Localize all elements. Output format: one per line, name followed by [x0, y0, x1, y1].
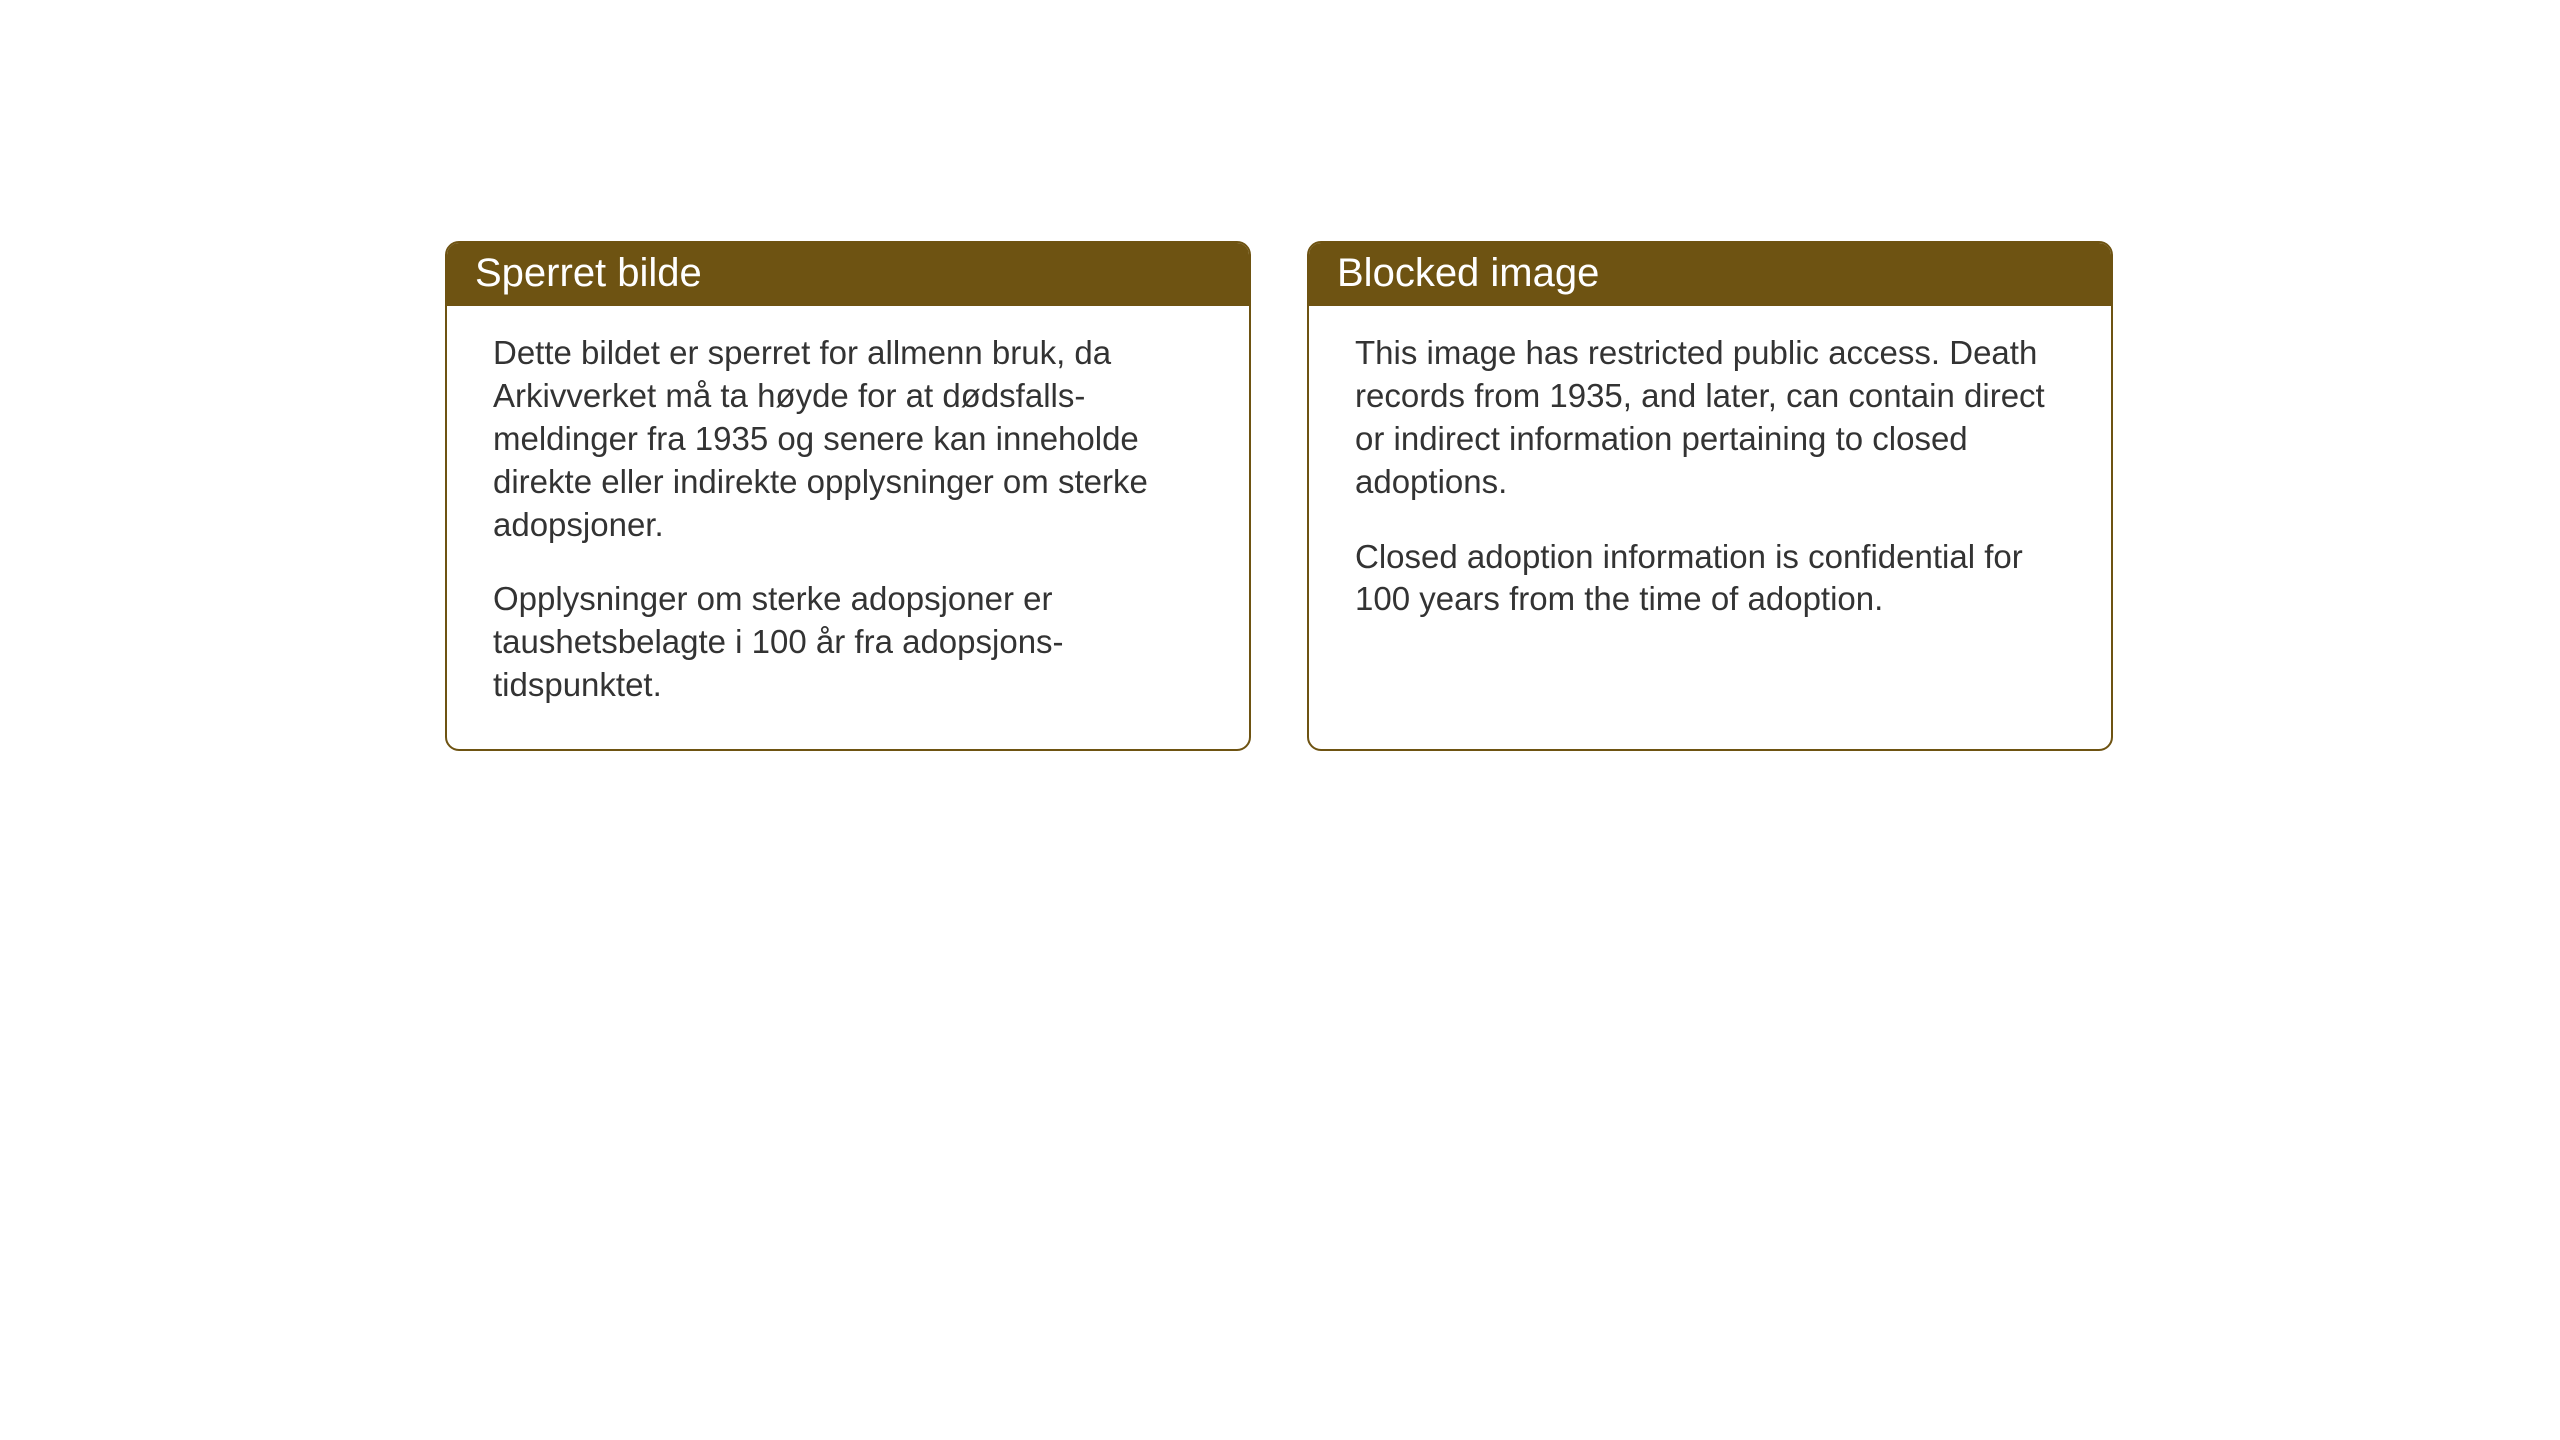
norwegian-paragraph-2: Opplysninger om sterke adopsjoner er tau…	[493, 578, 1203, 707]
notice-cards-container: Sperret bilde Dette bildet er sperret fo…	[445, 241, 2113, 751]
english-card-header: Blocked image	[1309, 243, 2111, 306]
norwegian-card-title: Sperret bilde	[475, 251, 702, 295]
english-paragraph-2: Closed adoption information is confident…	[1355, 536, 2065, 622]
english-notice-card: Blocked image This image has restricted …	[1307, 241, 2113, 751]
norwegian-card-header: Sperret bilde	[447, 243, 1249, 306]
english-card-title: Blocked image	[1337, 251, 1599, 295]
norwegian-paragraph-1: Dette bildet er sperret for allmenn bruk…	[493, 332, 1203, 546]
norwegian-card-body: Dette bildet er sperret for allmenn bruk…	[447, 306, 1249, 743]
english-paragraph-1: This image has restricted public access.…	[1355, 332, 2065, 504]
english-card-body: This image has restricted public access.…	[1309, 306, 2111, 657]
norwegian-notice-card: Sperret bilde Dette bildet er sperret fo…	[445, 241, 1251, 751]
